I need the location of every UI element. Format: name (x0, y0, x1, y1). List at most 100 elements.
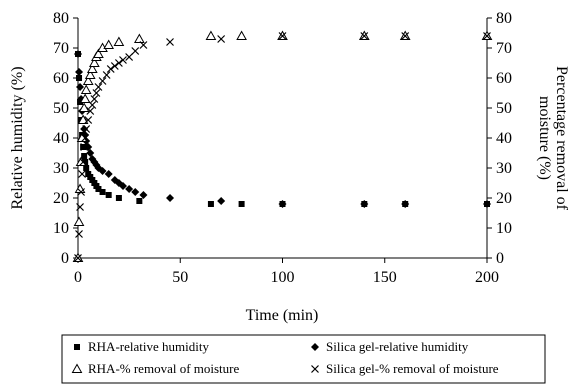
point-silica-gel-removal-of-moisture (131, 47, 140, 55)
point-silica-gel-removal-of-moisture (75, 230, 83, 238)
y-axis-label: Relative humidity (%) (9, 66, 26, 209)
y2-tick-label: 0 (496, 250, 504, 267)
point-silica-gel-removal-of-moisture (106, 65, 115, 73)
point-silica-gel-relative-humidity (80, 125, 89, 133)
point-silica-gel-removal-of-moisture (79, 158, 88, 166)
series-silica-gel-relative-humidity (74, 50, 491, 208)
point-silica-gel-removal-of-moisture-stroke (102, 71, 111, 79)
point-silica-gel-relative-humidity (217, 197, 226, 205)
y2-tick-label: 40 (496, 130, 512, 147)
point-silica-gel-relative-humidity (76, 83, 85, 91)
y2-axis-label-line2: moisture (%) (536, 96, 553, 180)
series-silica-gel-removal-of-moisture (74, 32, 491, 262)
point-silica-gel-removal-of-moisture-stroke (79, 158, 88, 166)
point-silica-gel-removal-of-moisture (92, 89, 101, 97)
point-silica-gel-removal-of-moisture-stroke (139, 41, 148, 49)
point-rha-removal-of-moisture (89, 57, 100, 67)
series-rha-relative-humidity (75, 51, 490, 207)
point-silica-gel-removal-of-moisture-stroke (131, 47, 140, 55)
point-silica-gel-removal-of-moisture-stroke (119, 56, 127, 64)
point-silica-gel-removal-of-moisture-stroke (75, 230, 83, 238)
point-silica-gel-removal-of-moisture-stroke (82, 125, 91, 133)
point-rha-relative-humidity (80, 144, 87, 150)
x-tick-label: 0 (74, 269, 82, 286)
point-silica-gel-removal-of-moisture (139, 41, 148, 49)
y2-tick-label: 20 (496, 190, 512, 207)
legend-label-silica-gel-removal-of-moisture: Silica gel-% removal of moisture (326, 361, 499, 376)
point-silica-gel-relative-humidity (118, 182, 127, 190)
point-silica-gel-removal-of-moisture-stroke (84, 116, 93, 124)
point-silica-gel-removal-of-moisture (77, 188, 85, 196)
point-silica-gel-relative-humidity (104, 170, 113, 178)
point-silica-gel-relative-humidity (75, 68, 84, 76)
legend-label-rha-relative-humidity: RHA-relative humidity (88, 339, 209, 354)
legend-marker-rha-removal-of-moisture (71, 363, 83, 373)
series-rha-removal-of-moisture (72, 30, 493, 262)
y-tick-label: 40 (53, 130, 69, 147)
point-rha-removal-of-moisture (133, 33, 145, 43)
point-silica-gel-removal-of-moisture (217, 35, 226, 43)
data-series (72, 30, 493, 262)
point-rha-relative-humidity (95, 186, 102, 192)
point-silica-gel-removal-of-moisture (125, 53, 134, 61)
point-rha-removal-of-moisture (80, 84, 92, 94)
legend-box (61, 334, 546, 384)
legend-label-rha-removal-of-moisture: RHA-% removal of moisture (88, 361, 240, 376)
point-rha-removal-of-moisture (103, 39, 115, 49)
point-silica-gel-relative-humidity (74, 50, 82, 58)
point-silica-gel-removal-of-moisture-stroke (110, 62, 119, 70)
y2-tick-label: 30 (496, 160, 512, 177)
point-silica-gel-removal-of-moisture (483, 32, 491, 40)
point-silica-gel-removal-of-moisture (78, 170, 87, 178)
point-silica-gel-relative-humidity (166, 194, 175, 202)
x-tick-label: 150 (373, 269, 397, 286)
point-rha-removal-of-moisture (205, 30, 217, 40)
point-silica-gel-removal-of-moisture-stroke (125, 53, 134, 61)
plot-area (77, 18, 488, 259)
x-tick-label: 200 (475, 269, 499, 286)
point-silica-gel-removal-of-moisture (119, 56, 127, 64)
point-silica-gel-removal-of-moisture-stroke (78, 170, 87, 178)
point-rha-relative-humidity (81, 153, 88, 159)
point-silica-gel-removal-of-moisture (76, 203, 84, 211)
y-tick-label: 50 (53, 100, 69, 117)
point-silica-gel-removal-of-moisture (110, 62, 119, 70)
point-silica-gel-removal-of-moisture-stroke (483, 32, 491, 40)
point-silica-gel-relative-humidity (131, 188, 140, 196)
point-silica-gel-removal-of-moisture-stroke (401, 32, 410, 40)
y-tick-label: 70 (53, 40, 69, 57)
point-silica-gel-removal-of-moisture (401, 32, 410, 40)
y2-axis-label-line1: Percentage removal of (553, 66, 570, 211)
point-silica-gel-removal-of-moisture (114, 59, 123, 67)
y2-tick-label: 70 (496, 40, 512, 57)
point-silica-gel-removal-of-moisture-stroke (88, 101, 97, 109)
point-silica-gel-removal-of-moisture-stroke (98, 77, 107, 85)
y-tick-label: 20 (53, 190, 69, 207)
legend-marker-silica-gel-removal-of-moisture (311, 365, 319, 373)
y-tick-label: 60 (53, 70, 69, 87)
point-rha-removal-of-moisture (93, 48, 104, 58)
y-tick-label: 30 (53, 160, 69, 177)
x-tick-label: 50 (172, 269, 188, 286)
point-rha-removal-of-moisture (79, 93, 91, 103)
point-silica-gel-removal-of-moisture (86, 107, 95, 115)
point-silica-gel-removal-of-moisture-stroke (77, 188, 85, 196)
point-silica-gel-removal-of-moisture-stroke (81, 134, 90, 142)
point-silica-gel-relative-humidity (401, 200, 410, 208)
point-rha-removal-of-moisture (73, 216, 85, 226)
point-silica-gel-removal-of-moisture (90, 95, 99, 103)
point-silica-gel-removal-of-moisture (278, 32, 287, 40)
point-silica-gel-removal-of-moisture-stroke (360, 32, 369, 40)
point-silica-gel-removal-of-moisture-stroke (86, 107, 95, 115)
legend-marker-rha-relative-humidity (74, 344, 80, 350)
point-silica-gel-removal-of-moisture-stroke (76, 203, 84, 211)
point-rha-removal-of-moisture (77, 114, 89, 124)
point-rha-relative-humidity (99, 189, 106, 195)
point-silica-gel-relative-humidity (483, 200, 491, 208)
point-rha-relative-humidity (77, 99, 84, 105)
point-rha-relative-humidity (115, 195, 122, 201)
point-silica-gel-removal-of-moisture-stroke (166, 38, 174, 46)
point-silica-gel-removal-of-moisture (98, 77, 107, 85)
point-silica-gel-removal-of-moisture (94, 83, 103, 91)
y2-tick-label: 50 (496, 100, 512, 117)
